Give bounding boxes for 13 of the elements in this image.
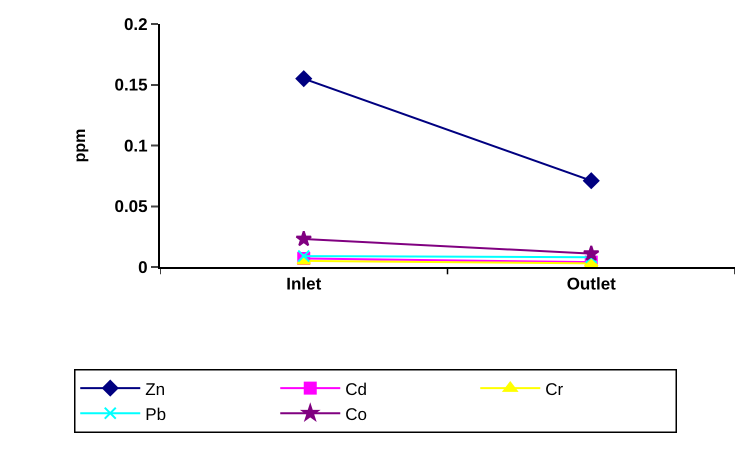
legend-label: Co [345,404,367,424]
legend-label: Cr [545,380,564,399]
y-tick-label: 0.05 [114,197,148,216]
legend-label: Cd [345,380,367,399]
y-axis-title: ppm [72,128,89,162]
y-tick-label: 0.1 [124,136,148,156]
x-tick-label: Outlet [566,274,616,294]
y-tick-label: 0.15 [114,76,148,95]
legend-label: Zn [145,380,166,399]
y-tick-label: 0.2 [124,14,148,34]
x-tick-label: Inlet [286,274,322,294]
legend-label: Pb [145,404,166,424]
y-tick-label: 0 [138,258,148,277]
